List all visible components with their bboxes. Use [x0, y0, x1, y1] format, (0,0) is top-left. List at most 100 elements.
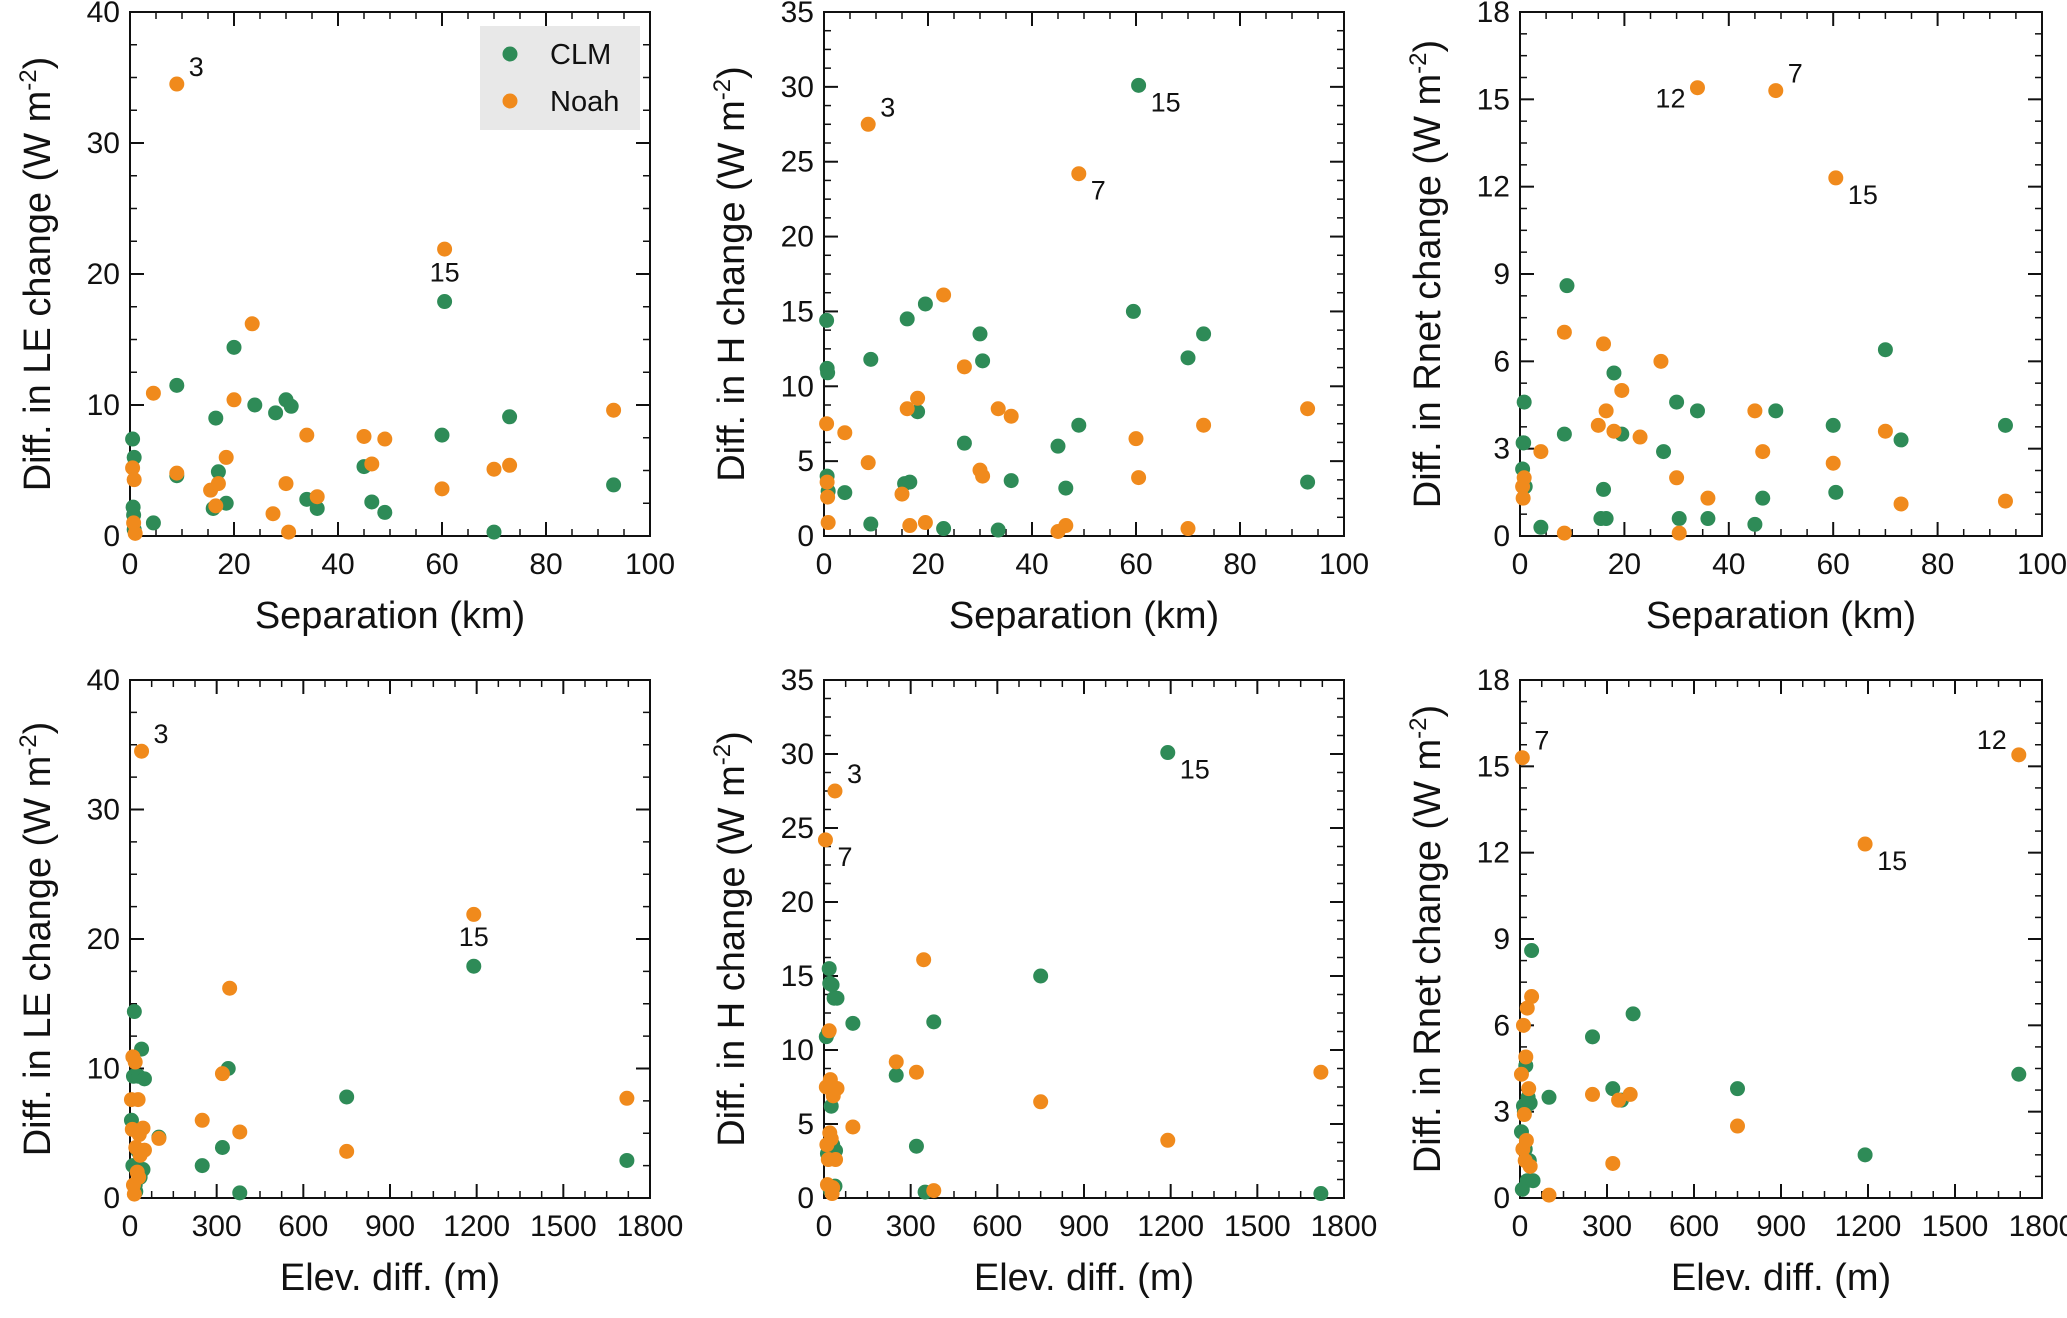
x-tick-label: 1500: [530, 1210, 597, 1243]
y-tick-label: 35: [781, 0, 814, 29]
point-annotation: 12: [1655, 84, 1685, 114]
x-axis-title: Separation (km): [949, 595, 1219, 637]
x-tick-label: 300: [192, 1210, 242, 1243]
clm-point: [990, 522, 1006, 538]
noah-point: [1689, 80, 1705, 96]
noah-point: [860, 116, 876, 132]
noah-point: [194, 1112, 210, 1128]
y-tick-label: 18: [1477, 664, 1510, 697]
clm-point: [1196, 326, 1212, 342]
series-noah: [123, 743, 635, 1202]
clm-point: [1606, 365, 1622, 381]
series-noah: [817, 783, 1329, 1202]
y-tick-label: 35: [781, 664, 814, 697]
panel-sep-h: 0 20 40 60 80 100 0 5 10 15 20 25 30 35 Separation (km…: [709, 0, 1369, 637]
clm-point: [194, 1158, 210, 1174]
y-axis-title-text: Diff. in Rnet change (W m: [1407, 74, 1449, 508]
y-axis-title-close: ): [1407, 705, 1449, 718]
x-tick-label: 100: [625, 548, 675, 581]
x-tick-label: 80: [1223, 548, 1256, 581]
x-tick-label: 0: [1512, 1210, 1529, 1243]
x-tick-label: 80: [1921, 548, 1954, 581]
x-tick-label: 80: [529, 548, 562, 581]
y-tick-label: 15: [1477, 750, 1510, 783]
noah-point: [926, 1183, 942, 1199]
noah-point: [1513, 1066, 1529, 1082]
legend: CLM Noah: [480, 26, 640, 130]
noah-point: [125, 460, 141, 476]
noah-point: [894, 486, 910, 502]
clm-point: [1300, 474, 1316, 490]
noah-point: [281, 524, 297, 540]
clm-point: [902, 474, 918, 490]
clm-point: [126, 1004, 142, 1020]
y-tick-label: 0: [797, 520, 814, 553]
noah-point: [1196, 417, 1212, 433]
clm-point: [1755, 490, 1771, 506]
noah-point: [1533, 444, 1549, 460]
noah-point: [1614, 382, 1630, 398]
clm-point: [863, 351, 879, 367]
noah-point: [356, 428, 372, 444]
x-tick-label: 20: [911, 548, 944, 581]
point-annotation: 15: [1877, 846, 1907, 876]
noah-point: [956, 359, 972, 375]
noah-point: [127, 1054, 143, 1070]
point-annotation: 15: [1151, 87, 1181, 117]
clm-point: [845, 1015, 861, 1031]
y-tick-label: 20: [781, 886, 814, 919]
y-tick-label: 15: [781, 960, 814, 993]
clm-point: [1669, 394, 1685, 410]
clm-point: [502, 409, 518, 425]
clm-point: [210, 464, 226, 480]
noah-point: [1632, 429, 1648, 445]
x-tick-label: 300: [1582, 1210, 1632, 1243]
clm-point: [619, 1152, 635, 1168]
clm-point: [1313, 1186, 1329, 1202]
clm-point: [1671, 511, 1687, 527]
noah-point: [1519, 1000, 1535, 1016]
x-axis-title: Separation (km): [1646, 595, 1916, 637]
y-tick-label: 10: [87, 1053, 120, 1086]
noah-point: [1003, 408, 1019, 424]
clm-point: [824, 977, 840, 993]
point-annotation: 7: [1091, 176, 1106, 206]
clm-point: [908, 1138, 924, 1154]
y-tick-label: 30: [87, 127, 120, 160]
y-axis-title: Diff. in Rnet change (W m-2): [1405, 40, 1449, 508]
noah-point: [1598, 403, 1614, 419]
clm-point: [975, 353, 991, 369]
y-tick-label: 5: [797, 445, 814, 478]
noah-point: [1313, 1064, 1329, 1080]
noah-point: [214, 1066, 230, 1082]
y-tick-label: 15: [781, 295, 814, 328]
clm-point: [1700, 511, 1716, 527]
clm-point: [1522, 1095, 1538, 1111]
noah-point: [126, 472, 142, 488]
noah-point: [1058, 518, 1074, 534]
clm-point: [214, 1139, 230, 1155]
clm-point: [1516, 435, 1532, 451]
x-tick-label: 1500: [1224, 1210, 1291, 1243]
noah-point: [936, 287, 952, 303]
noah-point: [845, 1119, 861, 1135]
y-axis-title: Diff. in LE change (W m-2): [15, 57, 59, 492]
noah-point: [820, 515, 836, 531]
x-tick-label: 1800: [1311, 1210, 1378, 1243]
noah-point: [1071, 166, 1087, 182]
y-tick-label: 40: [87, 664, 120, 697]
clm-point: [863, 516, 879, 532]
clm-point: [821, 961, 837, 977]
point-annotation: 3: [847, 759, 862, 789]
y-tick-label: 25: [781, 812, 814, 845]
noah-point: [136, 1142, 152, 1158]
noah-point: [1828, 170, 1844, 186]
noah-point: [218, 449, 234, 465]
x-tick-label: 0: [816, 1210, 833, 1243]
noah-point: [916, 952, 932, 968]
y-tick-label: 12: [1477, 837, 1510, 870]
noah-point: [1622, 1086, 1638, 1102]
series-noah: [1515, 80, 2013, 541]
y-axis-title-close: ): [17, 57, 59, 70]
noah-point: [1596, 336, 1612, 352]
